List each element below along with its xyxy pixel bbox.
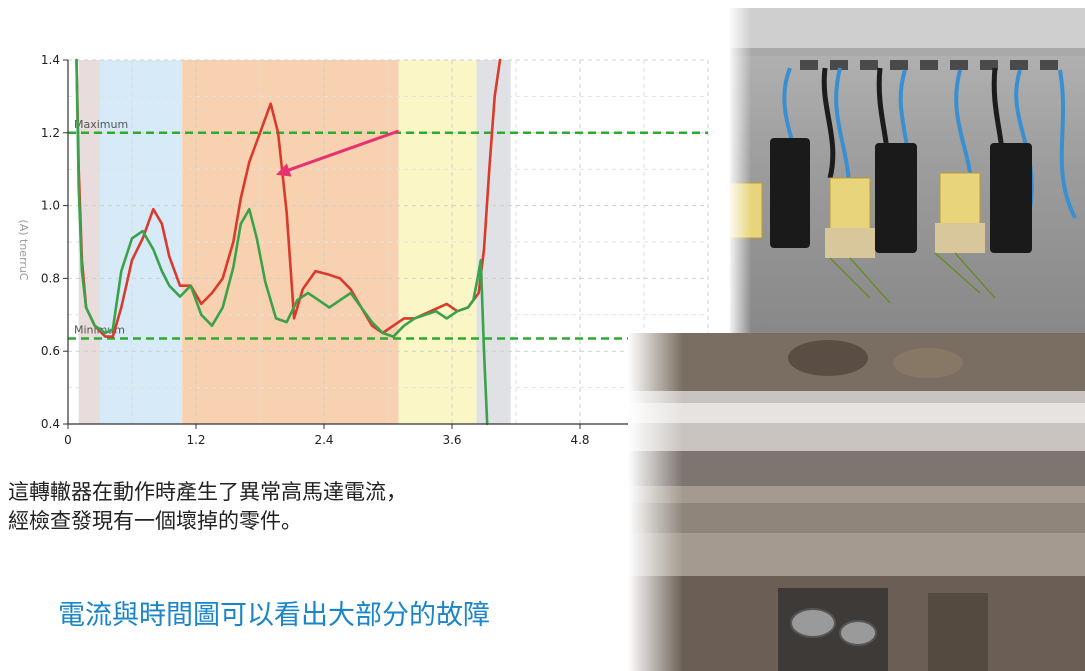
annotation-arrow-head	[276, 163, 292, 177]
y-tick-label-0: 0.4	[41, 417, 60, 431]
annotation-arrow-line	[283, 129, 400, 174]
phase-band-3	[182, 60, 399, 424]
x-tick-label-0: 0	[64, 433, 72, 447]
caption-line-2: 經檢查發現有一個壞掉的零件。	[8, 509, 302, 533]
x-tick-label-1: 1.2	[186, 433, 205, 447]
reference-label-maximum: Maximum	[74, 118, 128, 131]
y-axis-label: (A) tnerruC	[17, 219, 30, 280]
series-line-2	[75, 58, 489, 426]
caption-line-1: 這轉轍器在動作時產生了異常高馬達電流，	[8, 480, 407, 504]
slide-heading: 電流與時間圖可以看出大部分的故障	[58, 600, 490, 631]
rail-broken-part-photo	[628, 333, 1085, 671]
chart-axes: 01.22.43.64.860.40.60.81.01.21.4	[41, 53, 712, 447]
y-tick-label-4: 1.2	[41, 126, 60, 140]
phase-band-1	[78, 60, 100, 424]
x-tick-label-2: 2.4	[314, 433, 333, 447]
y-tick-label-1: 0.6	[41, 344, 60, 358]
x-tick-label-4: 4.8	[570, 433, 589, 447]
y-tick-label-3: 1.0	[41, 199, 60, 213]
series-line-1	[75, 58, 502, 338]
annotation-layer	[276, 129, 400, 177]
x-tick-label-3: 3.6	[442, 433, 461, 447]
y-tick-label-5: 1.4	[41, 53, 60, 67]
caption: 這轉轍器在動作時產生了異常高馬達電流， 經檢查發現有一個壞掉的零件。	[8, 478, 628, 536]
y-tick-label-2: 0.8	[41, 271, 60, 285]
wiring-cabinet-photo	[730, 8, 1085, 333]
data-series	[75, 58, 502, 426]
